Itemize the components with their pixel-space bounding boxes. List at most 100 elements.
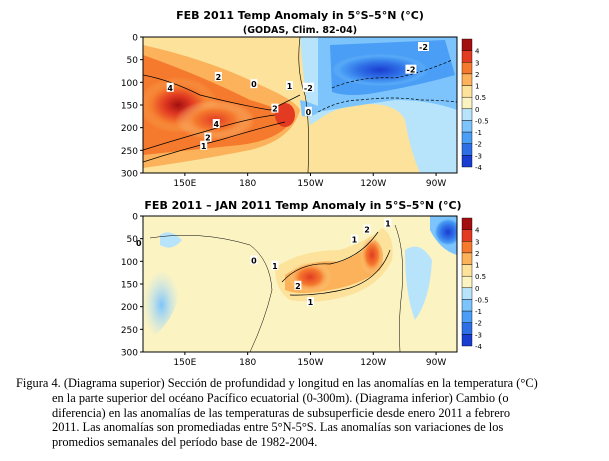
x-tick-label: 150E [173,179,196,189]
contour-label-bg [418,41,430,51]
contour-label: 0 [251,80,257,89]
colorbar-label: 0 [475,285,479,293]
caption-line: en la parte superior del océano Pacífico… [52,390,509,405]
colorbar-swatch [461,155,473,168]
caption-line: diferencia) en las anomalías de las temp… [52,405,511,420]
contour-label-bg [271,260,279,270]
caption-line: Figura 4. (Diagrama superior) Sección de… [16,376,538,390]
contour-label-bg [200,140,208,150]
contour-label: 1 [287,82,293,91]
colorbar-swatch [461,241,473,254]
colorbar-label: 0.5 [475,273,486,281]
colorbar-swatch [461,287,473,300]
panel-top-x-axis: 150E 180 150W 120W 90W [173,173,446,189]
y-tick-label: 200 [121,303,138,313]
y-tick-label: 50 [127,56,139,66]
colorbar-bottom: 4 3 2 1 0.5 0 -0.5 -1 -2 -3 -4 [461,217,489,351]
colorbar-label: -0.5 [475,296,489,304]
contour-label-bg [384,218,392,228]
x-tick-label: 180 [239,358,256,368]
y-tick-label: 100 [121,79,138,89]
y-tick-label: 50 [127,235,139,245]
colorbar-label: 2 [475,71,479,79]
panel-top: FEB 2011 Temp Anomaly in 5°S–5°N (°C) (G… [121,9,458,189]
x-tick-label: 90W [426,358,446,368]
y-tick-label: 150 [121,102,138,112]
contour-label: 2 [216,73,222,82]
y-tick-label: 0 [132,34,138,44]
contour-label: 1 [352,236,358,245]
colorbar-label: 3 [475,59,479,67]
caption-line: promedios semanales del período base de … [52,435,318,450]
contour-label-bg [350,234,358,244]
y-tick-label: 100 [121,258,138,268]
x-tick-label: 180 [239,179,256,189]
contour-label: 4 [213,120,219,129]
colorbar-label: -4 [475,343,483,351]
x-tick-label: 150W [297,358,323,368]
contour-label-bg [306,297,314,307]
contour-label-bg [204,132,212,142]
contour-label: -2 [407,66,416,75]
colorbar-label: 2 [475,250,479,258]
colorbar-swatch [461,73,473,86]
colorbar-swatch [461,85,473,98]
colorbar-swatch [461,275,473,289]
colorbar-label: 4 [475,227,480,235]
colorbar-swatch [461,131,473,144]
panel-bottom-x-axis: 150E 180 150W 120W 90W [173,352,446,368]
contour-label-bg [135,238,143,248]
colorbar-swatch [461,299,473,312]
panel-top-subtitle: (GODAS, Clim. 82-04) [243,25,357,36]
contour-label: 4 [167,84,173,93]
contour-label: 2 [295,282,301,291]
colorbar-swatch [461,217,473,230]
colorbar-label: -4 [475,164,483,172]
panel-bottom-title: FEB 2011 – JAN 2011 Temp Anomaly in 5°S–… [144,199,461,212]
y-tick-label: 200 [121,124,138,134]
colorbar-label: -3 [475,152,482,160]
colorbar-swatch [461,62,473,75]
x-tick-label: 120W [360,179,386,189]
y-tick-label: 300 [121,170,138,180]
panel-top-field [143,37,457,173]
colorbar-swatch [461,264,473,277]
colorbar-swatch [461,310,473,323]
colorbar-swatch [461,322,473,335]
contour-label: 0 [136,239,142,248]
colorbar-swatch [461,96,473,110]
colorbar-swatch [461,120,473,133]
colorbar-label: 0 [475,106,479,114]
x-tick-label: 150E [173,358,196,368]
y-tick-label: 300 [121,349,138,359]
colorbar-swatch [461,143,473,156]
contour-label-bg [250,79,258,89]
panel-top-title: FEB 2011 Temp Anomaly in 5°S–5°N (°C) [176,9,424,22]
colorbar-swatch [461,334,473,347]
colorbar-label: -1 [475,308,482,316]
contour-label: 2 [272,105,278,114]
caption-line: 2011. Las anomalías son promediadas entr… [52,420,504,435]
contour-label-bg [286,80,294,90]
colorbar-label: -1 [475,129,482,137]
colorbar-swatch [461,252,473,265]
contour-label-bg [304,106,312,116]
y-tick-label: 0 [132,213,138,223]
contour-label-bg [166,82,174,92]
y-tick-label: 250 [121,147,138,157]
colorbar-swatch [461,229,473,242]
x-tick-label: 150W [297,179,323,189]
colorbar-label: 1 [475,83,479,91]
contour-label: 1 [308,298,314,307]
contour-label: 2 [364,226,370,235]
colorbar-label: 0.5 [475,94,486,102]
panel-bottom: FEB 2011 – JAN 2011 Temp Anomaly in 5°S–… [121,199,462,368]
colorbar-label: -0.5 [475,117,489,125]
y-tick-label: 150 [121,281,138,291]
contour-label-bg [302,82,314,92]
contour-label: 2 [205,134,211,143]
figure-caption: Figura 4. (Diagrama superior) Sección de… [16,376,596,450]
